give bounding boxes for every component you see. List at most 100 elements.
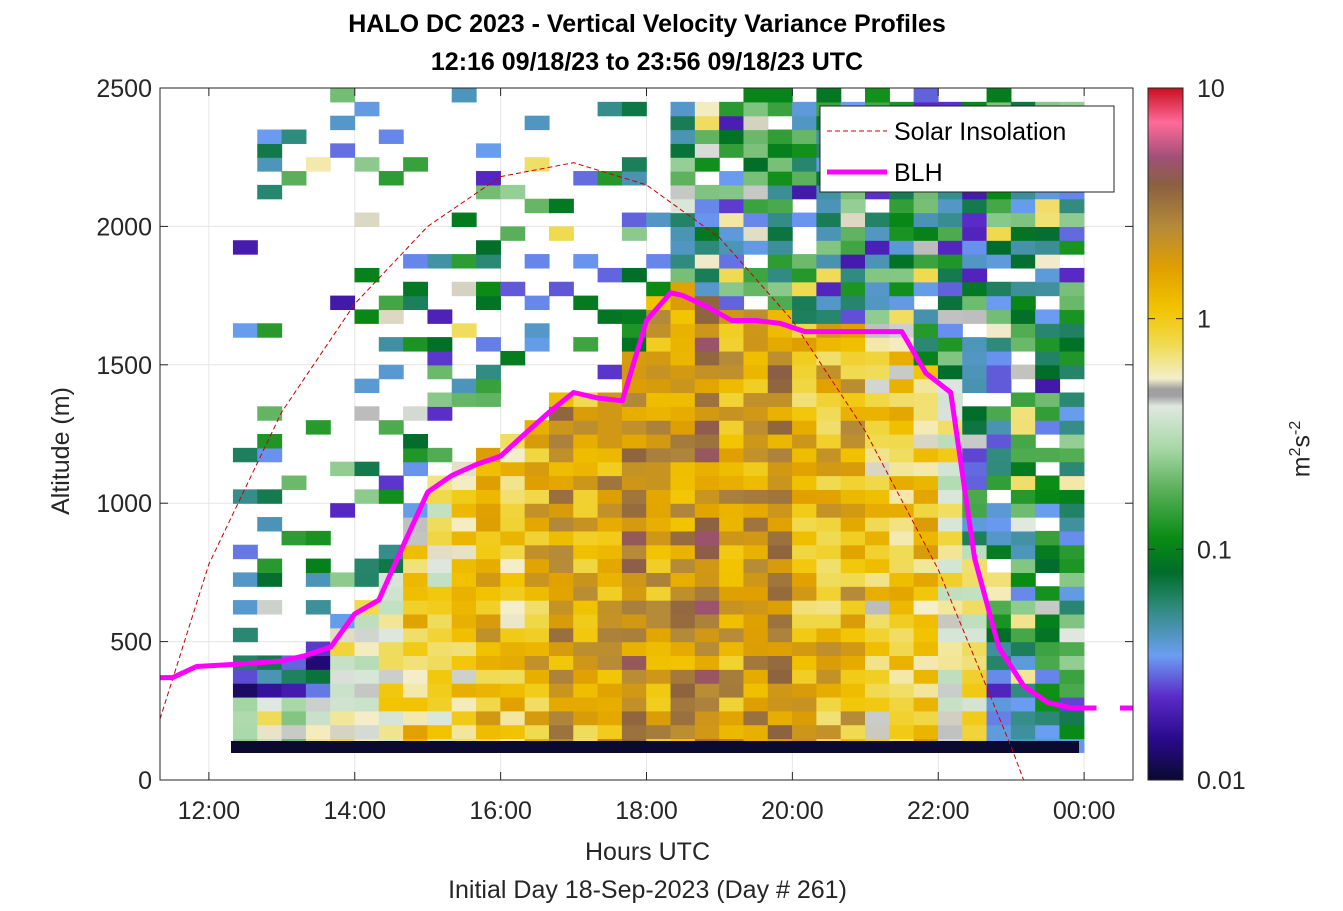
heatmap-cell: [1010, 309, 1036, 324]
heatmap-cell: [573, 627, 599, 643]
heatmap-cell: [548, 600, 574, 615]
heatmap-cell: [378, 683, 404, 698]
heatmap-cell: [962, 475, 988, 490]
heatmap-cell: [257, 143, 283, 158]
heatmap-cell: [1059, 586, 1085, 601]
heatmap-cell: [403, 558, 429, 573]
heatmap-cell: [621, 558, 647, 573]
heatmap-cell: [913, 655, 939, 670]
heatmap-cell: [670, 101, 696, 117]
heatmap-cell: [354, 267, 380, 283]
heatmap-cell: [913, 323, 939, 338]
heatmap-cell: [524, 461, 550, 477]
heatmap-cell: [1010, 683, 1036, 698]
heatmap-cell: [670, 184, 696, 200]
heatmap-cell: [476, 669, 501, 684]
heatmap-cell: [232, 240, 258, 255]
heatmap-cell: [816, 544, 842, 560]
heatmap-cell: [1059, 420, 1085, 435]
heatmap-cell: [1059, 461, 1085, 477]
x-axis-footnote: Initial Day 18-Sep-2023 (Day # 261): [448, 876, 847, 904]
heatmap-cell: [597, 669, 623, 684]
heatmap-cell: [767, 724, 793, 740]
heatmap-cell: [913, 337, 939, 352]
heatmap-cell: [865, 226, 890, 241]
heatmap-cell: [816, 212, 842, 227]
heatmap-cell: [816, 489, 842, 504]
heatmap-cell: [524, 323, 550, 338]
heatmap-cell: [743, 240, 769, 255]
heatmap-cell: [548, 503, 574, 518]
heatmap-cell: [427, 558, 453, 573]
heatmap-cell: [816, 503, 842, 518]
heatmap-cell: [962, 461, 988, 477]
heatmap-cell: [281, 669, 307, 684]
heatmap-cell: [743, 364, 769, 380]
heatmap-cell: [937, 683, 963, 698]
heatmap-cell: [597, 655, 623, 670]
heatmap-cell: [816, 669, 842, 684]
heatmap-cell: [743, 198, 769, 214]
heatmap-cell: [1010, 641, 1036, 657]
heatmap-cell: [597, 517, 623, 532]
heatmap-cell: [694, 572, 720, 587]
heatmap-cell: [573, 641, 599, 657]
heatmap-cell: [524, 669, 550, 684]
heatmap-cell: [232, 669, 258, 684]
heatmap-cell: [913, 613, 939, 629]
heatmap-cell: [792, 157, 817, 172]
heatmap-cell: [889, 281, 915, 297]
heatmap-cell: [767, 101, 793, 117]
heatmap-cell: [694, 364, 720, 380]
heatmap-cell: [792, 254, 817, 269]
heatmap-cell: [573, 406, 599, 421]
heatmap-cell: [865, 572, 890, 587]
heatmap-cell: [937, 323, 963, 338]
heatmap-cell: [500, 669, 526, 684]
heatmap-cell: [913, 226, 939, 241]
heatmap-cell: [646, 378, 672, 394]
heatmap-cell: [330, 115, 356, 131]
heatmap-cell: [694, 503, 720, 518]
heatmap-cell: [1059, 447, 1085, 463]
heatmap-cell: [962, 434, 988, 449]
heatmap-cell: [524, 544, 550, 560]
heatmap-cell: [719, 683, 745, 698]
heatmap-cell: [524, 558, 550, 573]
heatmap-cell: [597, 586, 623, 601]
heatmap-cell: [694, 530, 720, 546]
heatmap-cell: [792, 309, 817, 324]
heatmap-cell: [427, 517, 453, 532]
heatmap-cell: [621, 613, 647, 629]
heatmap-cell: [767, 350, 793, 366]
heatmap-cell: [743, 378, 769, 394]
heatmap-cell: [670, 683, 696, 698]
heatmap-cell: [913, 627, 939, 643]
heatmap-cell: [548, 489, 574, 504]
heatmap-cell: [913, 600, 939, 615]
heatmap-cell: [281, 710, 307, 726]
heatmap-cell: [840, 724, 866, 740]
heatmap-cell: [403, 337, 429, 352]
heatmap-cell: [670, 503, 696, 518]
heatmap-cell: [670, 530, 696, 546]
heatmap-cell: [743, 143, 769, 158]
heatmap-cell: [232, 489, 258, 504]
heatmap-cell: [1035, 226, 1061, 241]
heatmap-cell: [986, 434, 1012, 449]
heatmap-cell: [427, 530, 453, 546]
heatmap-cell: [889, 240, 915, 255]
heatmap-cell: [670, 572, 696, 587]
heatmap-cell: [1010, 406, 1036, 421]
heatmap-cell: [816, 378, 842, 394]
heatmap-cell: [792, 475, 817, 490]
heatmap-cell: [621, 461, 647, 477]
heatmap-cell: [1010, 364, 1036, 380]
heatmap-cell: [913, 669, 939, 684]
heatmap-cell: [1010, 240, 1036, 255]
heatmap-cell: [670, 517, 696, 532]
heatmap-cell: [500, 710, 526, 726]
heatmap-cell: [621, 710, 647, 726]
heatmap-cell: [403, 613, 429, 629]
heatmap-cell: [1059, 226, 1085, 241]
